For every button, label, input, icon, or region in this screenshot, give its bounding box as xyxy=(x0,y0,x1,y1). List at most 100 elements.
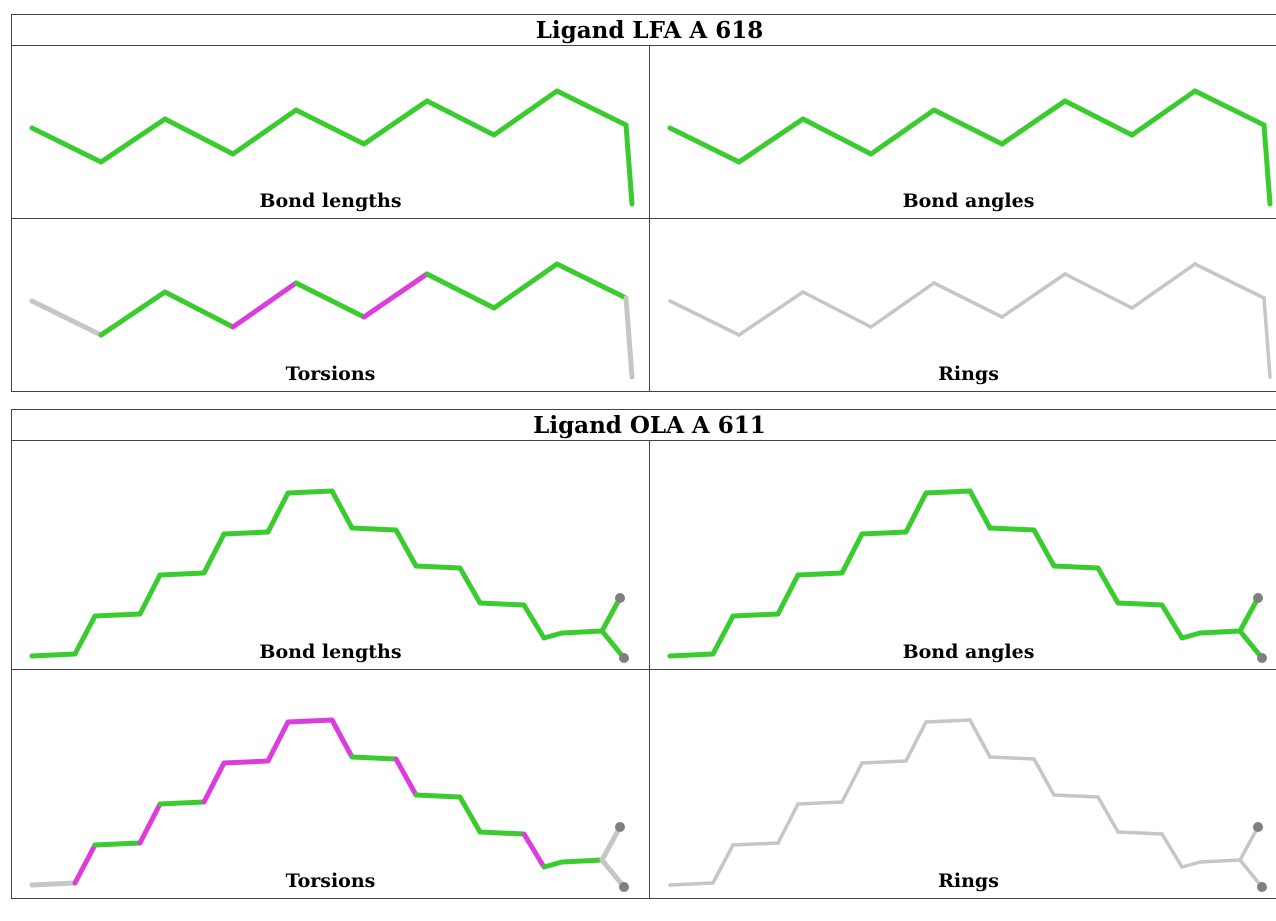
panel-caption: Bond angles xyxy=(902,190,1035,212)
bond xyxy=(1238,858,1264,889)
bond xyxy=(541,859,565,870)
bond xyxy=(221,758,271,766)
bond xyxy=(1262,296,1272,379)
bond xyxy=(668,299,741,337)
chain xyxy=(29,88,635,207)
oxygen-atom xyxy=(615,822,625,832)
bond xyxy=(157,570,207,578)
bond xyxy=(599,628,627,661)
bond xyxy=(1159,602,1185,641)
bond xyxy=(667,651,716,659)
bond xyxy=(349,525,399,533)
bond xyxy=(1198,858,1242,864)
bond xyxy=(904,720,928,763)
bond xyxy=(599,595,623,634)
chain xyxy=(29,261,635,380)
bond xyxy=(1238,825,1260,862)
bond xyxy=(1116,830,1164,836)
bond xyxy=(221,529,271,537)
bond xyxy=(413,563,463,571)
panel-caption: Torsions xyxy=(285,363,376,385)
bond xyxy=(477,600,527,608)
bond xyxy=(162,116,236,157)
bond xyxy=(1160,832,1184,869)
oxygen-atom xyxy=(1257,653,1267,663)
oxygen-atom xyxy=(1257,882,1267,892)
molecule-image xyxy=(667,88,1273,207)
bond xyxy=(230,280,299,330)
bond xyxy=(285,717,335,725)
bond xyxy=(521,831,547,870)
bond xyxy=(521,602,547,641)
bond xyxy=(860,759,908,765)
bond xyxy=(162,289,236,330)
bond xyxy=(1115,600,1165,608)
bond xyxy=(29,880,78,888)
bond xyxy=(393,527,419,569)
bond xyxy=(1063,272,1134,310)
bond xyxy=(800,116,874,157)
panel-torsions: Torsions xyxy=(11,669,650,899)
bond xyxy=(711,843,735,885)
bond xyxy=(869,281,936,329)
bond xyxy=(737,290,805,337)
bond xyxy=(265,490,291,535)
chain xyxy=(667,488,1267,663)
bond xyxy=(1130,262,1197,310)
panel-bond-lengths: Bond lengths xyxy=(11,45,650,219)
bond xyxy=(457,794,483,835)
molecule-image xyxy=(668,718,1267,892)
bond xyxy=(999,98,1068,147)
panel-caption: Torsions xyxy=(285,870,376,892)
bond xyxy=(775,572,801,617)
bond xyxy=(137,572,163,617)
ligand-title: Ligand OLA A 611 xyxy=(11,409,1276,441)
bond xyxy=(967,488,993,531)
panel-caption: Bond angles xyxy=(902,641,1035,663)
bond xyxy=(931,107,1005,147)
bond xyxy=(554,261,629,301)
bond xyxy=(1000,272,1067,319)
bond xyxy=(293,280,367,320)
bond xyxy=(731,841,780,847)
bond xyxy=(924,718,972,724)
bond xyxy=(1051,563,1101,571)
bond xyxy=(98,289,168,338)
bond xyxy=(730,611,781,619)
bond xyxy=(776,802,800,845)
bond xyxy=(1032,757,1056,797)
molecule-image xyxy=(29,261,635,380)
panel-caption: Rings xyxy=(938,870,999,892)
bond xyxy=(98,116,168,165)
bond xyxy=(599,824,623,863)
bond xyxy=(1095,565,1121,606)
molecule-image xyxy=(29,717,629,892)
bond xyxy=(599,857,627,890)
bond xyxy=(1193,262,1266,300)
bond xyxy=(329,717,355,760)
bond xyxy=(1237,595,1261,634)
bond xyxy=(201,531,227,576)
bond xyxy=(293,107,367,147)
bond xyxy=(72,613,98,657)
chain xyxy=(29,488,629,663)
chain xyxy=(668,718,1267,892)
bond xyxy=(1129,88,1198,138)
bond xyxy=(92,611,143,619)
oxygen-atom xyxy=(1253,593,1263,603)
ligand-title: Ligand LFA A 618 xyxy=(11,14,1276,46)
bond xyxy=(424,98,497,138)
bond xyxy=(457,565,483,606)
bond xyxy=(393,756,419,798)
bond xyxy=(1237,628,1265,661)
bond xyxy=(840,761,864,804)
bond xyxy=(491,261,560,311)
panel-torsions: Torsions xyxy=(11,218,650,392)
bond xyxy=(796,800,844,806)
bond xyxy=(1062,98,1135,138)
bond xyxy=(868,107,937,157)
bond xyxy=(801,290,873,329)
molecule-image xyxy=(667,488,1267,663)
bond xyxy=(988,755,1036,761)
bond xyxy=(1261,122,1273,207)
